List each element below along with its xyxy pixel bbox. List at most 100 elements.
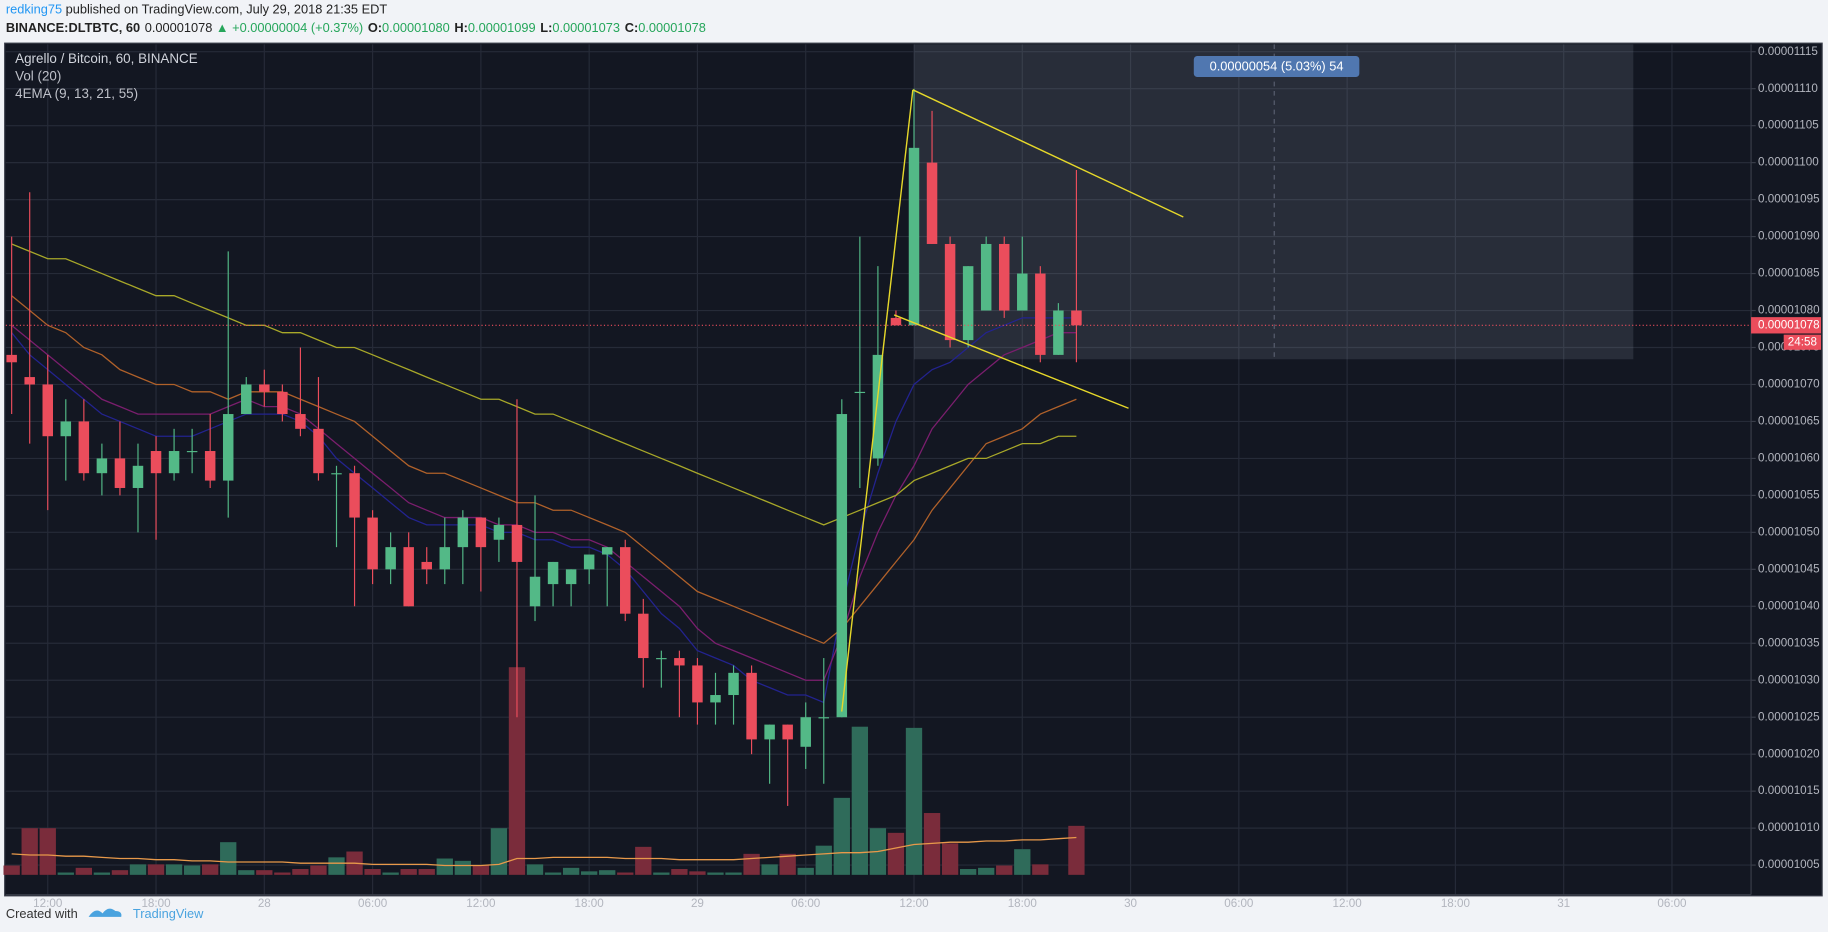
volume-bar — [400, 869, 417, 875]
x-tick-label: 12:00 — [899, 897, 929, 910]
x-tick-label: 06:00 — [791, 897, 821, 910]
y-tick-label: 0.00001085 — [1758, 267, 1820, 280]
volume-bar — [238, 870, 255, 875]
x-tick-label: 12:00 — [1333, 897, 1363, 910]
y-tick-label: 0.00001110 — [1758, 82, 1818, 95]
y-tick-label: 0.00001025 — [1758, 710, 1820, 723]
candle-body — [295, 414, 306, 429]
price-tag-label: 0.00001078 — [1758, 318, 1820, 331]
measure-label: 0.00000054 (5.03%) 54 — [1210, 58, 1344, 73]
last: 0.00001078 — [145, 21, 213, 36]
volume-bar — [111, 870, 129, 875]
x-tick-label: 12:00 — [33, 897, 63, 910]
volume-bar — [635, 846, 652, 875]
volume-bar — [526, 864, 544, 875]
volume-bar — [183, 865, 201, 875]
ohlc-value: 0.00001078 — [638, 21, 706, 36]
y-tick-label: 0.00001105 — [1758, 119, 1819, 132]
candle-body — [854, 391, 866, 394]
volume-bar — [761, 864, 778, 875]
y-tick-label: 0.00001050 — [1758, 525, 1820, 538]
volume-bar — [382, 872, 399, 875]
volume-bar — [833, 797, 850, 875]
y-tick-label: 0.00001030 — [1758, 673, 1820, 686]
footer-brand[interactable]: TradingView — [133, 906, 204, 921]
candle-body — [944, 243, 956, 341]
candle-body — [674, 658, 685, 666]
volume-bar — [707, 872, 724, 875]
candle-body — [836, 414, 848, 718]
volume-bar — [57, 872, 74, 875]
volume-bar — [454, 860, 471, 875]
candle-body — [1053, 310, 1064, 355]
countdown-label: 24:58 — [1788, 335, 1817, 348]
candle-body — [331, 473, 342, 475]
x-tick-label: 28 — [258, 897, 271, 910]
volume-bar — [779, 853, 796, 875]
volume-bar — [21, 828, 38, 875]
legend-indicator: 4EMA (9, 13, 21, 55) — [15, 86, 138, 101]
candle-body — [421, 561, 432, 570]
volume-bar — [3, 865, 20, 875]
volume-bar — [274, 872, 291, 875]
y-tick-label: 0.00001060 — [1758, 451, 1820, 464]
candle-body — [349, 473, 360, 518]
x-tick-label: 29 — [691, 897, 704, 910]
ohlc-value: 0.00001080 — [382, 21, 450, 36]
candle-body — [583, 554, 595, 570]
y-tick-label: 0.00001020 — [1758, 747, 1820, 760]
volume-bar — [725, 872, 742, 875]
candle-body — [710, 695, 721, 703]
x-tick-label: 18:00 — [1008, 897, 1038, 910]
volume-bar — [472, 865, 490, 875]
x-tick-label: 31 — [1557, 897, 1570, 910]
candle-body — [692, 665, 703, 703]
y-tick-label: 0.00001010 — [1758, 821, 1820, 834]
volume-bar — [544, 872, 562, 875]
published: published on TradingView.com, July 29, 2… — [66, 2, 388, 17]
volume-bar — [436, 858, 453, 875]
legend-title: Agrello / Bitcoin, 60, BINANCE — [15, 51, 198, 66]
y-tick-label: 0.00001095 — [1758, 193, 1820, 206]
candle-body — [367, 517, 378, 570]
candle-body — [1071, 310, 1082, 326]
candle-body — [114, 458, 126, 488]
ohlc-key: O: — [368, 21, 382, 36]
x-tick-label: 12:00 — [466, 897, 496, 910]
volume-bar — [129, 864, 147, 875]
ohlc-key: C: — [625, 21, 639, 36]
candle-body — [656, 658, 667, 660]
volume-bar — [1032, 864, 1049, 875]
trend-line — [912, 89, 1184, 218]
x-tick-label: 30 — [1124, 897, 1137, 910]
candle-body — [96, 458, 108, 474]
volume-bar — [815, 845, 832, 875]
candle-body — [926, 162, 938, 244]
candle-body — [475, 517, 487, 548]
candle-body — [241, 384, 252, 415]
volume-bar — [599, 870, 616, 875]
candle-body — [547, 561, 559, 585]
candle-body — [601, 547, 613, 555]
candle-body — [529, 576, 541, 607]
ohlc-value: 0.00001073 — [552, 21, 620, 36]
ohlc-value: 0.00001099 — [468, 21, 536, 36]
y-tick-label: 0.00001115 — [1758, 45, 1818, 58]
ema-line — [11, 324, 1077, 681]
candle-body — [78, 421, 90, 474]
price-tag — [1751, 317, 1822, 334]
candle-body — [818, 717, 830, 719]
candle-body — [277, 391, 288, 415]
candle-body — [511, 524, 523, 562]
change: +0.00000004 (+0.37%) — [232, 21, 363, 36]
volume-bar — [562, 867, 580, 875]
volume-bar — [292, 869, 309, 875]
footer-logo — [88, 908, 122, 917]
volume-bar — [743, 853, 760, 875]
header-line-2: BINANCE:DLTBTC, 60 0.00001078 ▲ +0.00000004… — [6, 21, 706, 36]
candle-body — [764, 724, 775, 740]
x-tick-label: 18:00 — [141, 897, 171, 910]
volume-bar — [310, 865, 327, 875]
volume-bar — [75, 867, 93, 875]
candle-body — [6, 354, 17, 363]
